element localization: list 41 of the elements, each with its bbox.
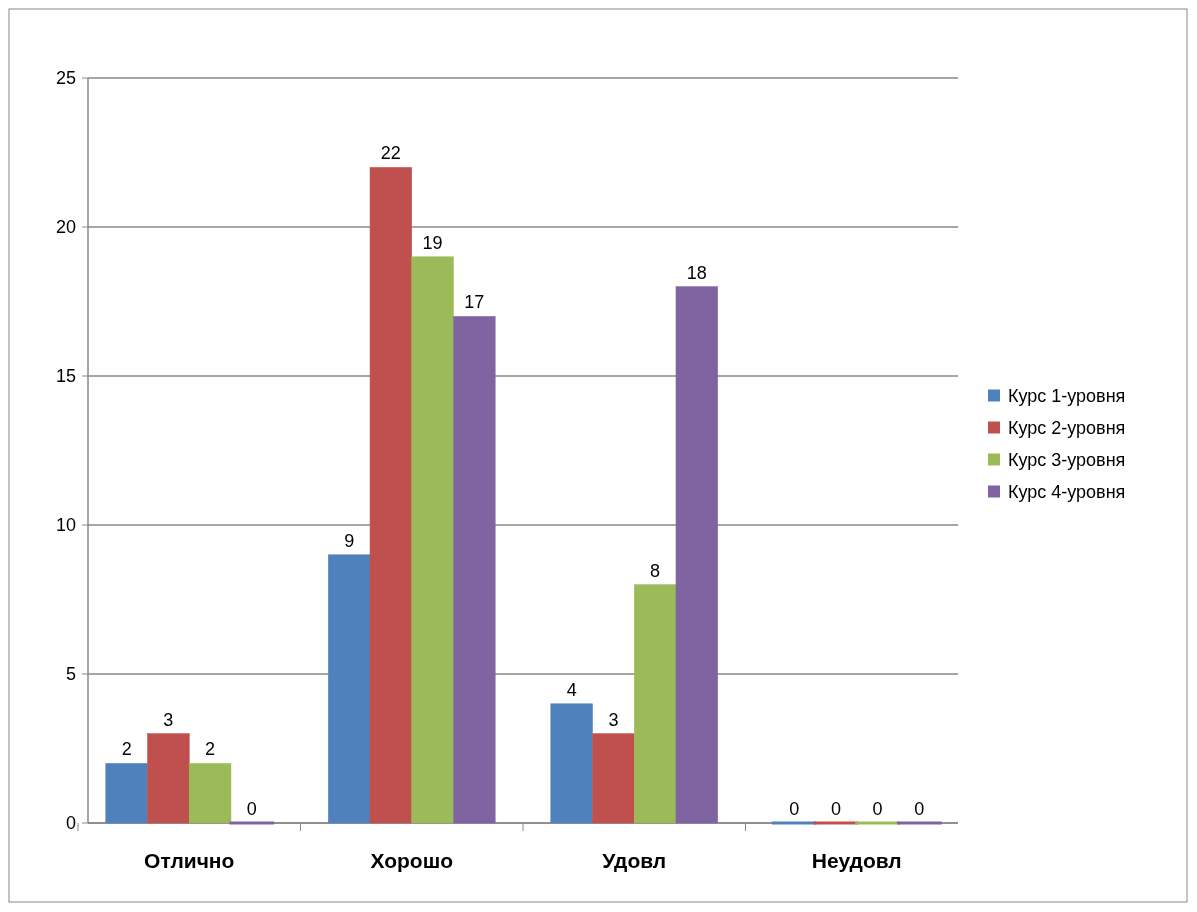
x-tick-label: Удовл	[602, 849, 667, 872]
y-tick-label: 5	[65, 664, 76, 685]
data-label: 0	[872, 799, 883, 819]
bar	[147, 733, 190, 824]
bar	[411, 256, 454, 824]
y-tick-label: 15	[55, 366, 76, 387]
legend-label: Курс 2-уровня	[1008, 417, 1126, 438]
bar	[328, 554, 371, 824]
data-label: 22	[380, 143, 401, 164]
data-label: 0	[914, 799, 925, 819]
x-tick-label: Неудовл	[811, 849, 902, 872]
y-tick-label: 20	[55, 217, 76, 238]
data-label: 4	[566, 679, 577, 700]
data-label: 18	[686, 262, 707, 283]
data-label: 2	[205, 739, 216, 760]
data-label: 9	[344, 530, 355, 551]
y-tick-label: 0	[65, 813, 76, 834]
legend-label: Курс 4-уровня	[1008, 481, 1126, 502]
bar	[675, 286, 718, 824]
data-label: 19	[422, 232, 443, 253]
data-label: 0	[830, 799, 841, 819]
y-tick-label: 25	[55, 68, 76, 89]
data-label: 17	[464, 292, 485, 313]
bar	[634, 584, 677, 824]
data-label: 2	[121, 739, 132, 760]
legend-label: Курс 1-уровня	[1008, 385, 1126, 406]
x-tick-label: Отлично	[144, 849, 235, 872]
data-label: 0	[246, 799, 257, 819]
bar	[105, 763, 148, 824]
bar	[453, 316, 496, 824]
bar	[592, 733, 635, 824]
data-label: 3	[163, 709, 174, 730]
legend-label: Курс 3-уровня	[1008, 449, 1126, 470]
bar	[550, 703, 593, 824]
bar	[188, 763, 232, 824]
bar	[369, 167, 412, 824]
data-label: 0	[789, 799, 800, 819]
data-label: 3	[608, 709, 619, 730]
y-tick-label: 10	[55, 515, 76, 536]
x-tick-label: Хорошо	[370, 849, 454, 872]
data-label: 8	[650, 560, 661, 581]
